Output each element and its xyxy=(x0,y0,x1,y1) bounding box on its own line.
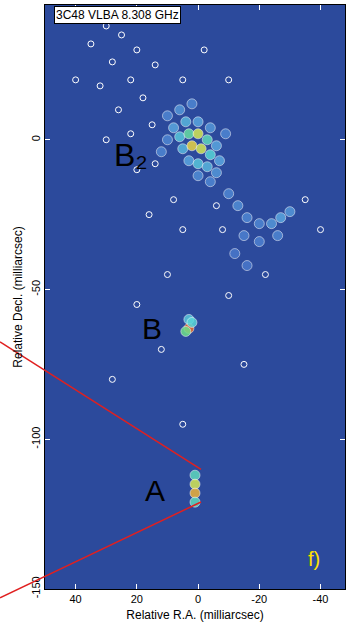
svg-text:f): f) xyxy=(308,548,320,570)
svg-text:20: 20 xyxy=(131,593,143,605)
svg-text:3C48 VLBA 8.308 GHz: 3C48 VLBA 8.308 GHz xyxy=(56,8,179,22)
svg-text:-100: -100 xyxy=(30,427,42,449)
svg-text:-40: -40 xyxy=(313,593,329,605)
svg-text:B₂: B₂ xyxy=(114,137,148,173)
svg-text:Relative R.A. (milliarcsec): Relative R.A. (milliarcsec) xyxy=(126,608,263,622)
svg-text:0: 0 xyxy=(30,135,42,141)
svg-text:A: A xyxy=(145,474,165,507)
svg-text:-50: -50 xyxy=(30,280,42,296)
svg-text:0: 0 xyxy=(195,593,201,605)
svg-text:B: B xyxy=(142,312,162,345)
svg-text:Relative Decl. (milliarcsec): Relative Decl. (milliarcsec) xyxy=(11,226,25,367)
svg-text:-20: -20 xyxy=(251,593,267,605)
svg-text:-150: -150 xyxy=(30,576,42,598)
svg-text:40: 40 xyxy=(69,593,81,605)
